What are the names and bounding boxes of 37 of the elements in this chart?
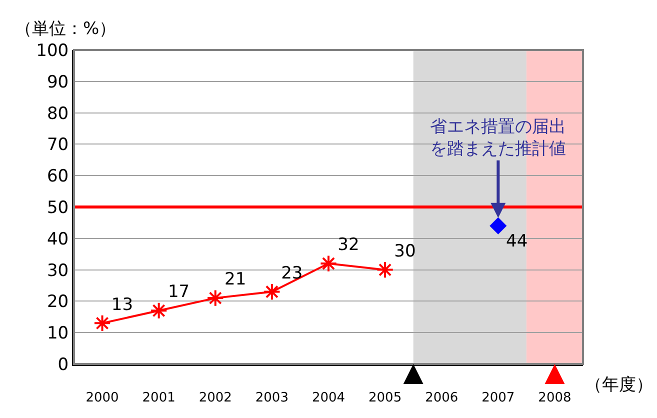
point [376, 261, 394, 279]
point [206, 289, 224, 307]
x-tick-label: 2000 [86, 390, 119, 406]
data-label: 30 [394, 241, 416, 262]
x-tick-label: 2002 [198, 390, 232, 406]
data-label: 17 [168, 282, 190, 302]
y-tick-label: 50 [46, 198, 69, 218]
y-tick-label: 30 [46, 260, 69, 281]
data-label: 21 [224, 270, 246, 290]
x-tick-label: 2005 [368, 390, 402, 406]
y-tick-label: 20 [46, 292, 69, 312]
y-axis-title: （単位：%） [15, 19, 116, 39]
point [93, 314, 112, 332]
x-tick-label: 2001 [142, 390, 176, 406]
y-tick-label: 70 [46, 135, 69, 156]
point [263, 282, 281, 301]
data-label: 44 [506, 231, 528, 252]
x-tick-label: 2003 [255, 390, 288, 406]
x-tick-label: 2007 [482, 390, 515, 406]
data-label: 32 [338, 235, 360, 256]
y-tick-label: 40 [46, 229, 69, 250]
y-tick-label: 0 [58, 354, 69, 375]
y-tick-label: 80 [46, 104, 69, 124]
y-tick-label: 90 [46, 72, 69, 92]
point [150, 302, 168, 320]
x-axis-title: （年度） [585, 375, 653, 395]
annotation: 省エネ措置の届出を踏まえた推計値 [430, 117, 566, 160]
point [320, 254, 338, 272]
y-tick-label: 60 [46, 166, 69, 187]
x-tick-label: 2006 [425, 390, 458, 406]
y-tick-label: 10 [46, 324, 69, 344]
data-label: 13 [111, 294, 134, 315]
x-tick-label: 2004 [312, 390, 346, 406]
point [490, 218, 506, 234]
data-label: 23 [281, 263, 303, 284]
x-tick-label: 2008 [538, 390, 572, 406]
y-tick-label: 100 [36, 40, 69, 61]
